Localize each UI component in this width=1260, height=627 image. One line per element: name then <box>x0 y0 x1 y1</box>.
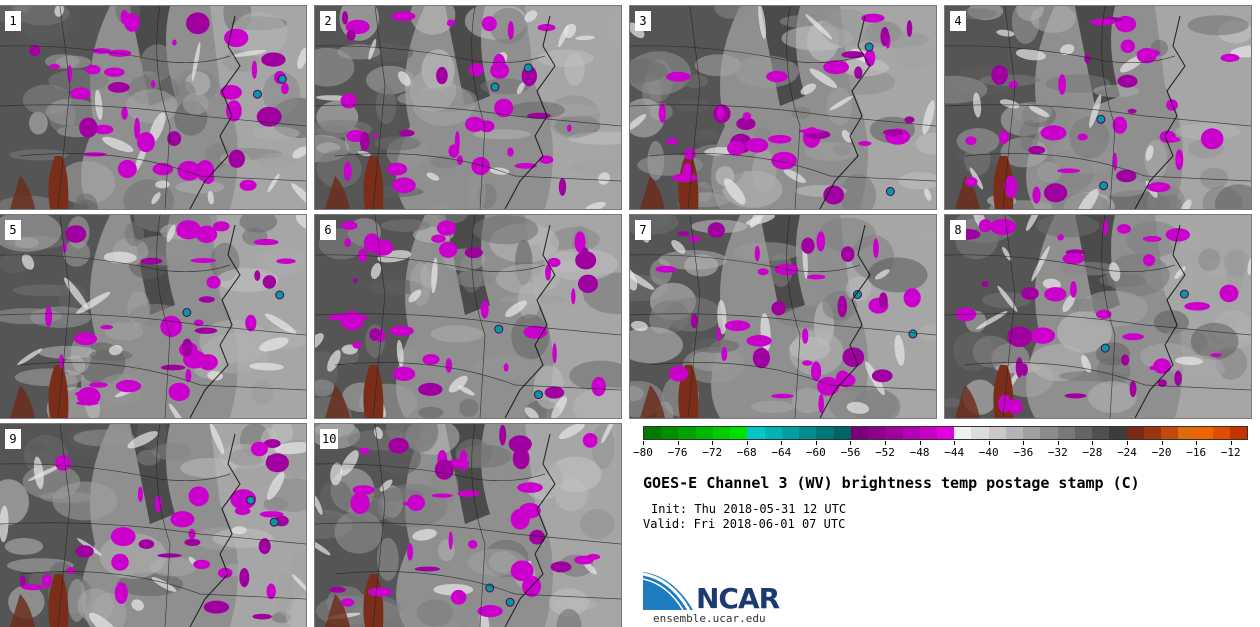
colorbar-tick <box>1023 441 1025 445</box>
colorbar-tick <box>988 441 990 445</box>
colorbar-segment <box>781 427 800 439</box>
colorbar-segment <box>1023 427 1041 439</box>
colorbar-tick-label: −16 <box>1186 446 1207 459</box>
colorbar-tick-label: −28 <box>1082 446 1103 459</box>
colorbar-segment <box>661 427 679 439</box>
colorbar-segment <box>885 427 903 439</box>
colorbar-segment <box>1074 427 1093 439</box>
colorbar-segment <box>902 427 920 439</box>
colorbar-tick-label: −48 <box>909 446 930 459</box>
colorbar-segment <box>1229 427 1248 439</box>
colorbar-tick-label: −44 <box>944 446 965 459</box>
panel-number-label: 3 <box>635 11 651 31</box>
colorbar-segment <box>695 427 713 439</box>
colorbar-tick <box>677 441 679 445</box>
colorbar-tick-label: −32 <box>1047 446 1068 459</box>
colorbar-tick <box>1057 441 1059 445</box>
panel-number-label: 5 <box>5 220 21 240</box>
colorbar-segment <box>850 427 869 439</box>
colorbar-segment <box>1212 427 1230 439</box>
colorbar-tick <box>1196 441 1198 445</box>
colorbar-tick <box>815 441 817 445</box>
colorbar-tick <box>1092 441 1094 445</box>
colorbar-segment <box>833 427 851 439</box>
postage-stamp-panel: 10 <box>314 423 622 627</box>
colorbar-segment <box>936 427 955 439</box>
colorbar-tick-label: −68 <box>736 446 757 459</box>
colorbar-tick <box>746 441 748 445</box>
colorbar-segment <box>764 427 782 439</box>
panel-number-label: 9 <box>5 429 21 449</box>
colorbar-segment <box>816 427 834 439</box>
colorbar-tick-label: −24 <box>1117 446 1137 459</box>
panel-number-label: 1 <box>5 11 21 31</box>
colorbar-tick <box>850 441 852 445</box>
valid-time: Valid: Fri 2018-06-01 07 UTC <box>643 517 846 531</box>
ncar-logo-text: NCAR <box>696 582 780 615</box>
colorbar-tick-label: −72 <box>702 446 723 459</box>
panel-number-label: 6 <box>320 220 336 240</box>
colorbar-tick <box>643 441 644 445</box>
colorbar-tick-label: −12 <box>1220 446 1241 459</box>
colorbar-segment <box>971 427 989 439</box>
panel-number-label: 2 <box>320 11 336 31</box>
panel-number-label: 10 <box>320 429 339 449</box>
colorbar-tick-label: −60 <box>805 446 826 459</box>
colorbar-segment <box>1161 427 1179 439</box>
colorbar-tick-label: −40 <box>978 446 999 459</box>
website-url: ensemble.ucar.edu <box>653 612 766 625</box>
colorbar-tick <box>919 441 921 445</box>
colorbar-segment <box>1109 427 1127 439</box>
colorbar-segment <box>1005 427 1024 439</box>
colorbar-segment <box>712 427 731 439</box>
colorbar-tick <box>954 441 956 445</box>
postage-stamp-panel: 1 <box>0 5 307 210</box>
postage-stamp-panel: 3 <box>629 5 937 210</box>
figure-title: GOES-E Channel 3 (WV) brightness temp po… <box>643 474 1140 492</box>
colorbar-segment <box>1126 427 1144 439</box>
colorbar-segment <box>1057 427 1075 439</box>
colorbar-tick <box>781 441 783 445</box>
postage-stamp-panel: 9 <box>0 423 307 627</box>
colorbar-tick <box>1161 441 1163 445</box>
colorbar-tick-label: −20 <box>1151 446 1172 459</box>
colorbar-segment <box>1195 427 1213 439</box>
postage-stamp-panel: 4 <box>944 5 1252 210</box>
colorbar <box>643 426 1248 440</box>
colorbar-segment <box>1092 427 1110 439</box>
colorbar-segment <box>868 427 886 439</box>
colorbar-tick-label: −36 <box>1013 446 1034 459</box>
colorbar-segment <box>644 427 662 439</box>
colorbar-segment <box>1178 427 1196 439</box>
colorbar-segment <box>799 427 817 439</box>
colorbar-tick-label: −56 <box>840 446 861 459</box>
ncar-logo-icon <box>643 572 693 611</box>
colorbar-segment <box>919 427 937 439</box>
colorbar-segment <box>1040 427 1058 439</box>
colorbar-tick-label: −52 <box>875 446 895 459</box>
init-time: Init: Thu 2018-05-31 12 UTC <box>651 502 847 516</box>
colorbar-tick <box>712 441 714 445</box>
postage-stamp-panel: 5 <box>0 214 307 419</box>
colorbar-segment <box>988 427 1006 439</box>
colorbar-segment <box>747 427 765 439</box>
postage-stamp-panel: 7 <box>629 214 937 419</box>
colorbar-tick <box>885 441 886 445</box>
panel-number-label: 7 <box>635 220 651 240</box>
colorbar-tick <box>1230 441 1232 445</box>
colorbar-segment <box>1143 427 1162 439</box>
colorbar-tick-label: −76 <box>667 446 688 459</box>
colorbar-segment <box>730 427 748 439</box>
postage-stamp-panel: 2 <box>314 5 622 210</box>
colorbar-segment <box>954 427 972 439</box>
panel-number-label: 4 <box>950 11 966 31</box>
colorbar-tick-label: −64 <box>771 446 792 459</box>
colorbar-ticks: −80 −76 −72 −68 −64 −60 −56 −52 −48 −44 −40 −36 −32 −… <box>633 441 1248 463</box>
colorbar-tick <box>1127 441 1128 445</box>
postage-stamp-panel: 6 <box>314 214 622 419</box>
postage-stamp-panel: 8 <box>944 214 1252 419</box>
panel-number-label: 8 <box>950 220 966 240</box>
colorbar-segment <box>678 427 696 439</box>
colorbar-tick-label: −80 <box>633 446 653 459</box>
